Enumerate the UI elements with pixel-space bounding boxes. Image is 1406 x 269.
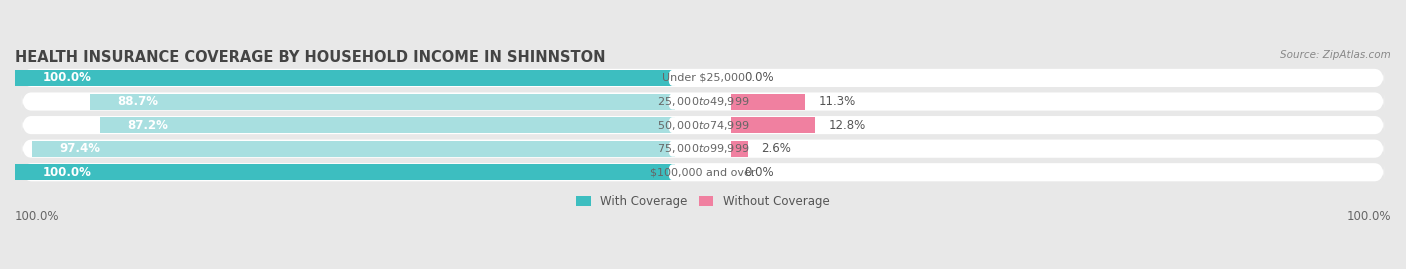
Bar — [15, 164, 675, 180]
Text: 97.4%: 97.4% — [59, 142, 101, 155]
Text: 100.0%: 100.0% — [42, 166, 91, 179]
Text: $25,000 to $49,999: $25,000 to $49,999 — [657, 95, 749, 108]
Bar — [32, 141, 675, 157]
Text: $75,000 to $99,999: $75,000 to $99,999 — [657, 142, 749, 155]
Bar — [90, 94, 675, 109]
Text: 0.0%: 0.0% — [744, 166, 773, 179]
Legend: With Coverage, Without Coverage: With Coverage, Without Coverage — [572, 190, 834, 213]
Text: $50,000 to $74,999: $50,000 to $74,999 — [657, 119, 749, 132]
FancyBboxPatch shape — [669, 141, 731, 157]
Bar — [731, 141, 748, 157]
Text: 11.3%: 11.3% — [818, 95, 856, 108]
FancyBboxPatch shape — [669, 70, 731, 86]
Text: 0.0%: 0.0% — [744, 72, 773, 84]
Bar — [731, 117, 815, 133]
FancyBboxPatch shape — [669, 94, 731, 109]
FancyBboxPatch shape — [22, 69, 1384, 87]
Text: Source: ZipAtlas.com: Source: ZipAtlas.com — [1281, 50, 1391, 60]
Text: 88.7%: 88.7% — [117, 95, 157, 108]
Text: 100.0%: 100.0% — [1347, 210, 1391, 223]
Bar — [100, 117, 675, 133]
Text: $100,000 and over: $100,000 and over — [650, 167, 756, 177]
Text: Under $25,000: Under $25,000 — [661, 73, 745, 83]
Text: 87.2%: 87.2% — [127, 119, 167, 132]
Text: 100.0%: 100.0% — [42, 72, 91, 84]
FancyBboxPatch shape — [22, 163, 1384, 181]
Bar — [731, 94, 806, 109]
FancyBboxPatch shape — [22, 93, 1384, 111]
FancyBboxPatch shape — [669, 117, 731, 133]
Text: 12.8%: 12.8% — [828, 119, 866, 132]
Text: HEALTH INSURANCE COVERAGE BY HOUSEHOLD INCOME IN SHINNSTON: HEALTH INSURANCE COVERAGE BY HOUSEHOLD I… — [15, 50, 606, 65]
Text: 2.6%: 2.6% — [762, 142, 792, 155]
Text: 100.0%: 100.0% — [15, 210, 59, 223]
FancyBboxPatch shape — [669, 164, 731, 180]
FancyBboxPatch shape — [22, 116, 1384, 134]
Bar — [15, 70, 675, 86]
FancyBboxPatch shape — [22, 140, 1384, 158]
